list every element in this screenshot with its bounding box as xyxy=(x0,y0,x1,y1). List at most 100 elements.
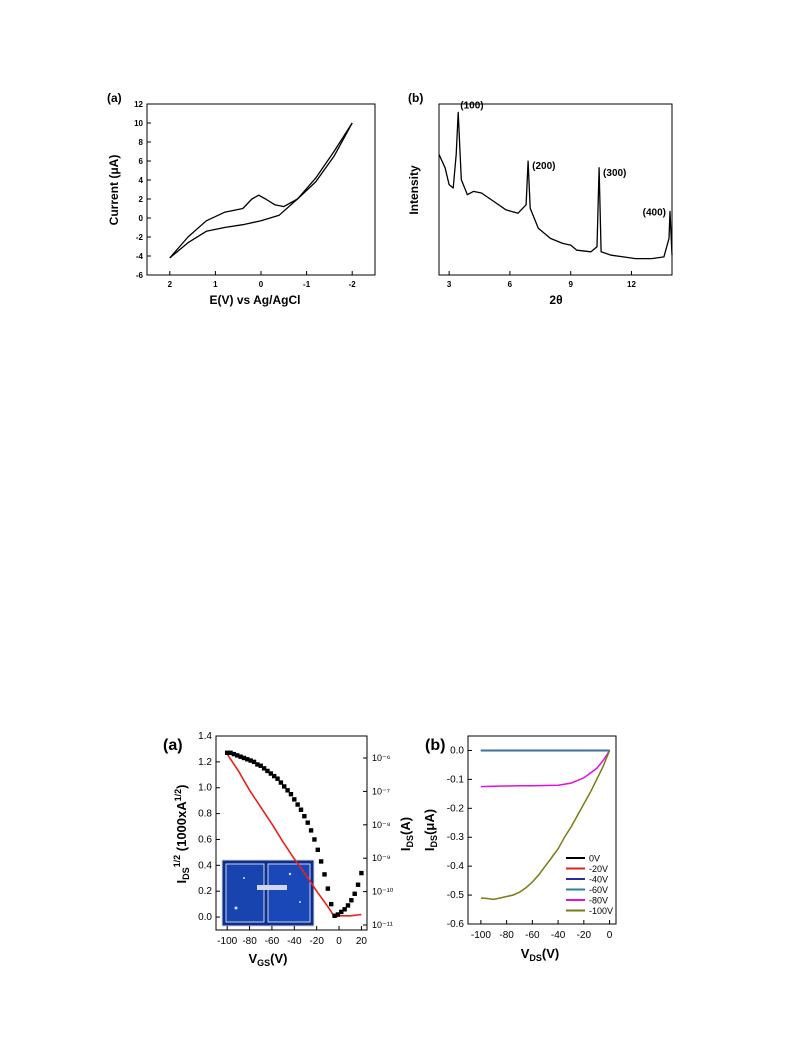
sqrt-current-point xyxy=(248,758,253,763)
sqrt-current-point xyxy=(305,820,310,825)
sqrt-current-point xyxy=(335,912,341,917)
top-b-ylabel: Intensity xyxy=(407,165,421,215)
y-tick-label: 0.2 xyxy=(198,886,212,897)
sqrt-current-point xyxy=(268,771,274,776)
bottom-a-panel-label: (a) xyxy=(163,737,183,754)
y-tick-label: 1.2 xyxy=(198,757,212,768)
sqrt-current-point xyxy=(342,907,347,912)
x-tick-label: -100 xyxy=(471,930,491,941)
y-tick-label: -0.4 xyxy=(447,861,465,872)
legend-label: -60V xyxy=(589,885,608,895)
sqrt-current-point xyxy=(302,813,307,819)
x-tick-label: -100 xyxy=(217,936,237,947)
peak-label: (400) xyxy=(643,208,666,219)
series--80V xyxy=(480,750,611,788)
sqrt-current-point xyxy=(245,757,250,762)
y-tick-label: -0.5 xyxy=(447,890,465,901)
sqrt-current-point xyxy=(255,762,260,767)
top-b-chart: (b) 3 6 9 12 (100) (200) (300) (400) 2θ Intens… xyxy=(407,91,673,307)
top-a-xlabel: E(V) vs Ag/AgCl xyxy=(210,293,301,307)
sqrt-current-point xyxy=(282,784,287,789)
y-tick-label: 1.4 xyxy=(198,731,212,742)
legend-label: 0V xyxy=(589,854,600,864)
x-tick-label: -20 xyxy=(577,930,592,941)
sqrt-current-point xyxy=(258,763,263,768)
x-tick-label: 6 xyxy=(508,280,513,289)
bottom-b-chart: (b) -100 -80 -60 -40 -20 0 0.0 -0.1 -0.2 -0.3 -0.4… xyxy=(422,735,617,963)
x-tick-label: 0 xyxy=(259,280,264,289)
y-tick-label: 4 xyxy=(139,176,144,185)
y-tick-label: -0.3 xyxy=(447,832,465,843)
y-tick-label: 1.0 xyxy=(198,783,212,794)
cv-series-2 xyxy=(169,122,353,259)
sqrt-current-point xyxy=(325,886,331,891)
x-tick-label: -60 xyxy=(265,936,280,947)
sqrt-current-point xyxy=(322,872,327,877)
bottom-b-xlabel: VDS(V) xyxy=(521,946,560,963)
y-right-tick-label: 10⁻⁹ xyxy=(372,853,391,863)
y-tick-label: 0.4 xyxy=(198,860,212,871)
sqrt-current-point xyxy=(315,847,320,853)
y-right-tick-label: 10⁻¹¹ xyxy=(372,920,393,930)
sqrt-current-point xyxy=(352,891,357,896)
peak-label: (300) xyxy=(603,168,626,179)
sqrt-current-point xyxy=(235,753,240,758)
sqrt-current-point xyxy=(292,797,297,802)
legend-label: -80V xyxy=(589,896,608,906)
sqrt-current-point xyxy=(298,807,304,812)
series--100V xyxy=(480,750,611,901)
x-tick-label: 3 xyxy=(447,280,452,289)
x-tick-label: -60 xyxy=(525,930,540,941)
cv-series-1 xyxy=(169,122,353,259)
y-tick-label: 0 xyxy=(139,214,144,223)
y-tick-label: -6 xyxy=(136,271,144,280)
y-tick-label: -2 xyxy=(136,233,144,242)
sqrt-current-point xyxy=(359,870,364,876)
sqrt-current-point xyxy=(261,766,267,771)
sqrt-current-point xyxy=(238,754,243,759)
sqrt-current-point xyxy=(241,755,247,761)
bottom-b-legend: 0V-20V-40V-60V-80V-100V xyxy=(566,854,613,916)
bottom-a-ylabel-right: IDS(A) xyxy=(398,817,415,851)
bottom-b-ylabel: IDS(μA) xyxy=(422,809,439,851)
top-a-ylabel: Current (μA) xyxy=(107,155,121,226)
top-b-xlabel: 2θ xyxy=(549,293,562,307)
sqrt-current-point xyxy=(271,773,277,779)
y-tick-label: 0.6 xyxy=(198,834,212,845)
x-tick-label: -40 xyxy=(287,936,302,947)
y-tick-label: 10 xyxy=(134,119,143,128)
sqrt-current-point xyxy=(275,776,280,781)
sqrt-current-point xyxy=(295,802,300,807)
sqrt-current-point xyxy=(251,759,257,765)
sqrt-current-point xyxy=(349,898,354,903)
x-tick-label: -40 xyxy=(551,930,566,941)
x-tick-label: -1 xyxy=(303,280,311,289)
x-tick-label: -80 xyxy=(499,930,514,941)
y-tick-label: 0.0 xyxy=(450,745,464,756)
y-tick-label: 0.0 xyxy=(198,912,212,923)
sqrt-current-point xyxy=(224,750,230,756)
x-tick-label: -80 xyxy=(242,936,257,947)
sqrt-current-point xyxy=(231,751,237,757)
sqrt-current-point xyxy=(228,750,233,756)
x-tick-label: 0 xyxy=(336,936,342,947)
y-right-tick-label: 10⁻⁸ xyxy=(372,820,391,830)
y-tick-label: -0.1 xyxy=(447,774,465,785)
legend-label: -40V xyxy=(589,875,608,885)
sqrt-current-point xyxy=(329,901,334,907)
y-right-tick-label: 10⁻⁶ xyxy=(372,753,391,763)
x-tick-label: -2 xyxy=(349,280,357,289)
x-tick-label: 12 xyxy=(627,280,636,289)
bottom-b-panel-label: (b) xyxy=(425,737,445,754)
sqrt-current-point xyxy=(312,837,317,842)
x-tick-label: 9 xyxy=(568,280,573,289)
legend-label: -100V xyxy=(589,906,613,916)
x-tick-label: -20 xyxy=(309,936,324,947)
y-tick-label: 0.8 xyxy=(198,809,212,820)
sqrt-current-point xyxy=(332,913,337,918)
peak-label: (100) xyxy=(460,100,483,111)
legend-label: -20V xyxy=(589,864,608,874)
sqrt-current-point xyxy=(265,768,270,774)
